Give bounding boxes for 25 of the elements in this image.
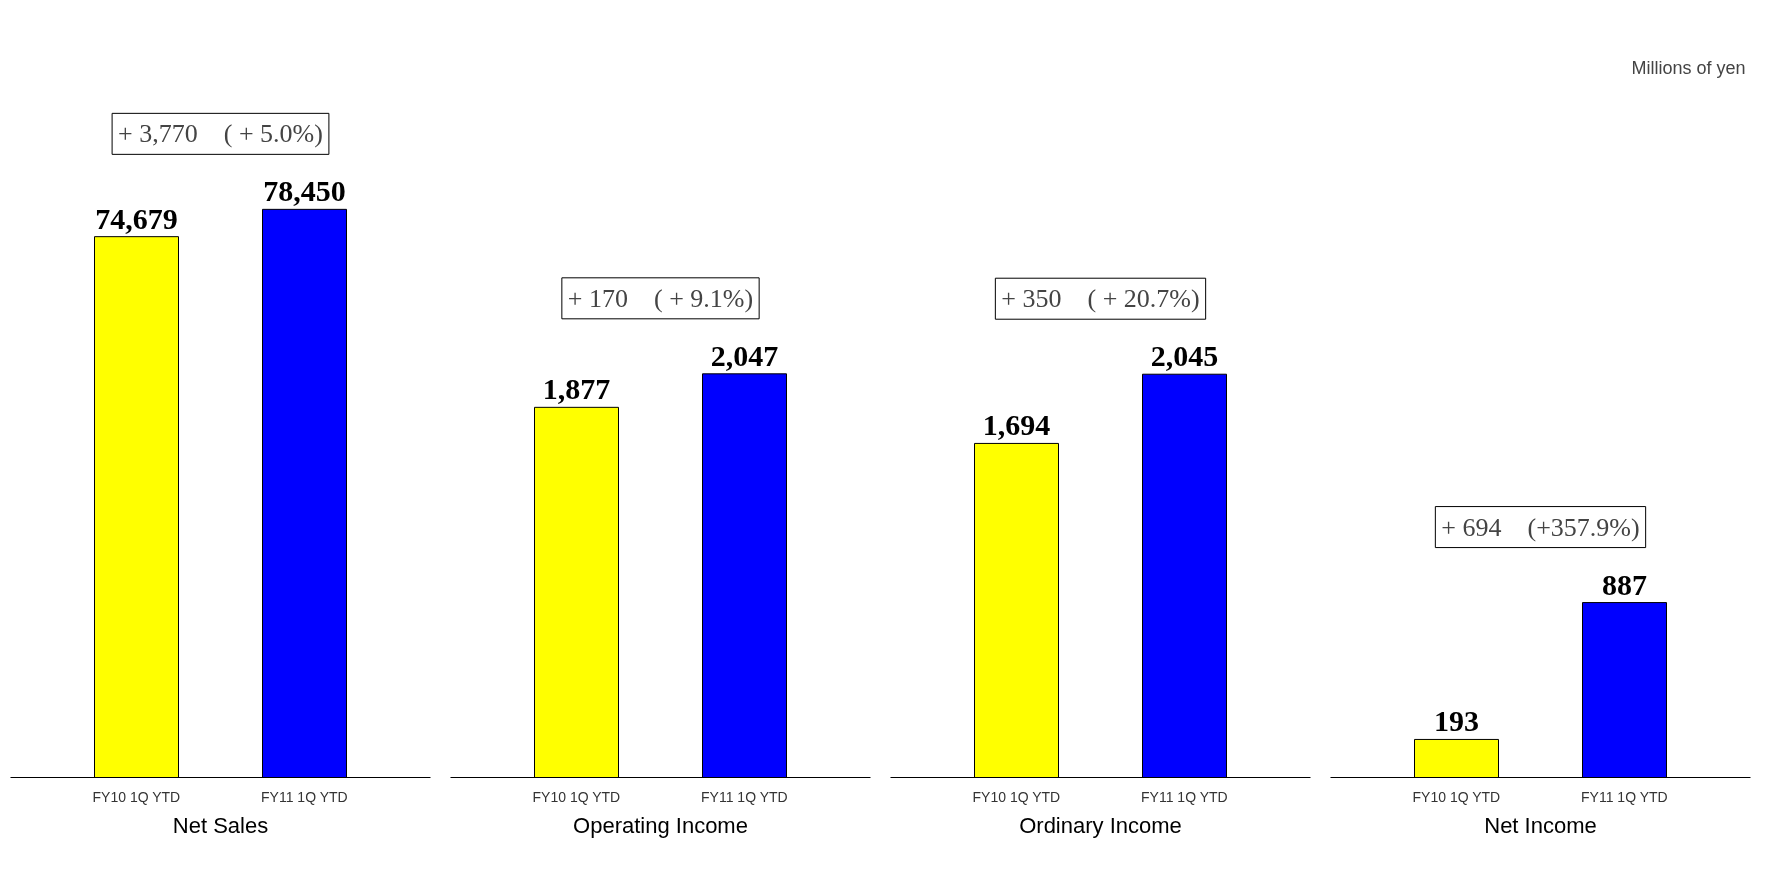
x-tick-label: FY10 1Q YTD xyxy=(532,788,621,805)
x-tick-label: FY10 1Q YTD xyxy=(1412,788,1501,805)
data-label: 193 xyxy=(1434,704,1479,738)
x-tick-label: FY11 1Q YTD xyxy=(1141,788,1228,805)
x-tick-label: FY10 1Q YTD xyxy=(92,788,181,805)
x-tick-label: FY11 1Q YTD xyxy=(1581,788,1668,805)
data-label: 1,877 xyxy=(542,372,611,406)
data-label: 1,694 xyxy=(982,408,1051,442)
data-label: 887 xyxy=(1602,567,1647,601)
data-label: 2,045 xyxy=(1150,339,1219,373)
x-axis-title: Net Income xyxy=(1484,812,1597,838)
data-label: 78,450 xyxy=(263,174,346,208)
text: Millions of yen xyxy=(1631,57,1746,78)
text: + 350 ( + 20.7%) xyxy=(1001,284,1200,314)
x-axis-title: Ordinary Income xyxy=(1019,812,1182,838)
text: + 3,770 ( + 5.0%) xyxy=(118,119,323,149)
text: + 694 (+357.9%) xyxy=(1441,512,1640,542)
x-tick-label: FY11 1Q YTD xyxy=(261,788,348,805)
x-axis-title: Net Sales xyxy=(172,812,269,838)
data-label: 74,679 xyxy=(95,201,178,235)
x-axis-title: Operating Income xyxy=(573,812,748,838)
text: + 170 ( + 9.1%) xyxy=(567,283,754,313)
data-label: 2,047 xyxy=(710,338,779,372)
x-tick-label: FY11 1Q YTD xyxy=(701,788,788,805)
x-tick-label: FY10 1Q YTD xyxy=(972,788,1061,805)
